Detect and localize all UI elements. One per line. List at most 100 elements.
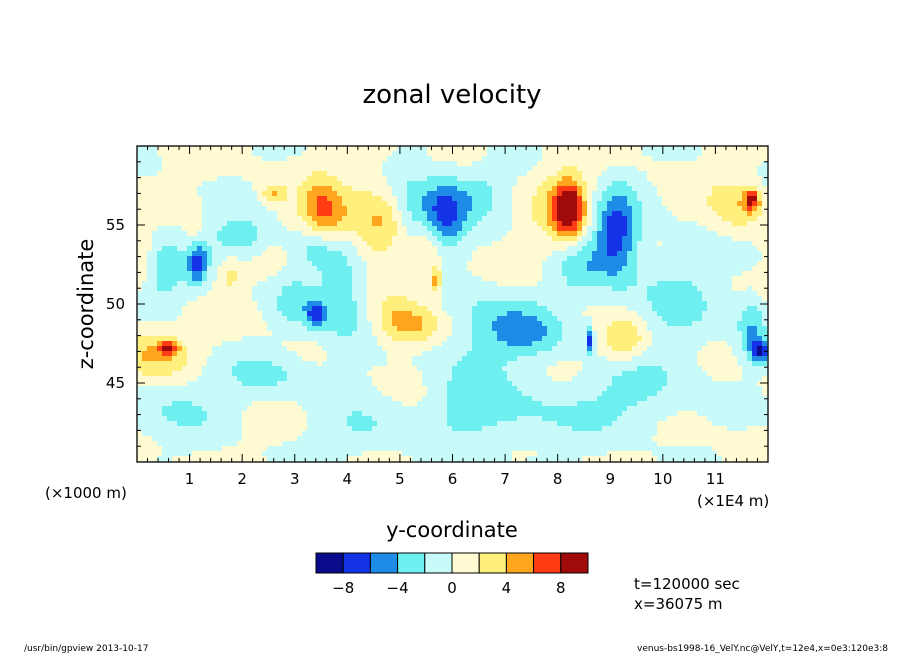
heatmap-cell (587, 241, 593, 262)
heatmap-cell (307, 286, 313, 302)
heatmap-cell (452, 161, 458, 177)
heatmap-cell (147, 436, 153, 462)
heatmap-cell (282, 346, 288, 372)
heatmap-cell (657, 246, 663, 282)
heatmap-cell (402, 406, 408, 457)
heatmap-cell (557, 361, 563, 382)
heatmap-cell (762, 186, 768, 302)
heatmap-cell (487, 246, 493, 282)
heatmap-cell (152, 386, 158, 442)
colorbar-swatch (342, 552, 371, 574)
heatmap-cell (647, 181, 653, 287)
heatmap-cell (482, 281, 488, 302)
heatmap-cell (327, 251, 333, 332)
heatmap-cell (272, 146, 278, 162)
heatmap-cell (597, 271, 603, 287)
heatmap-cell (632, 146, 638, 167)
heatmap-cell (522, 356, 528, 397)
heatmap-cell (527, 286, 533, 302)
heatmap-cell (652, 311, 658, 367)
heatmap-cell (467, 166, 473, 182)
heatmap-cell (527, 356, 533, 397)
heatmap-cell (612, 321, 618, 352)
heatmap-cell (262, 146, 268, 162)
heatmap-cell (367, 246, 373, 322)
heatmap-cell (427, 176, 433, 192)
heatmap-cell (157, 341, 163, 347)
heatmap-cell (307, 331, 313, 342)
heatmap-cell (337, 146, 343, 182)
heatmap-cell (172, 146, 178, 227)
heatmap-cell (432, 246, 438, 267)
heatmap-cell (392, 451, 398, 463)
heatmap-cell (137, 386, 143, 432)
heatmap-cell (562, 186, 568, 192)
heatmap-cell (192, 281, 198, 287)
heatmap-cell (207, 291, 213, 357)
heatmap-cell (422, 236, 428, 307)
heatmap-cell (457, 166, 463, 182)
heatmap-cell (237, 361, 243, 382)
heatmap-cell (172, 321, 178, 337)
heatmap-cell (677, 411, 683, 447)
heatmap-cell (522, 286, 528, 302)
heatmap-cell (157, 171, 163, 227)
heatmap-cell (717, 186, 723, 217)
heatmap-cell (562, 381, 568, 407)
heatmap-cell (482, 216, 488, 247)
colorbar-swatch (505, 552, 535, 574)
heatmap-cell (477, 246, 483, 277)
heatmap-cell (392, 196, 398, 222)
heatmap-cell (207, 146, 213, 182)
heatmap-cell (597, 146, 603, 177)
heatmap-cell (277, 381, 283, 402)
heatmap-cell (567, 231, 573, 237)
heatmap-cell (687, 446, 693, 463)
heatmap-cell (642, 451, 648, 463)
heatmap-cell (297, 406, 303, 437)
heatmap-cell (297, 216, 303, 232)
heatmap-cell (612, 276, 618, 292)
heatmap-cell (182, 386, 188, 402)
heatmap-cell (447, 381, 453, 427)
heatmap-cell (522, 451, 528, 462)
heatmap-cell (517, 346, 523, 357)
heatmap-cell (572, 231, 578, 237)
heatmap-cell (417, 221, 423, 237)
heatmap-cell (292, 156, 298, 232)
heatmap-cell (552, 381, 558, 407)
heatmap-cell (142, 336, 148, 352)
heatmap-cell (562, 251, 568, 262)
heatmap-cell (442, 226, 448, 237)
heatmap-cell (512, 311, 518, 347)
heatmap-cell (672, 446, 678, 463)
heatmap-cell (152, 146, 158, 177)
heatmap-cell (397, 311, 403, 332)
heatmap-cell (577, 171, 583, 187)
heatmap-cell (517, 391, 523, 417)
heatmap-cell (367, 191, 373, 247)
heatmap-cell (552, 366, 558, 382)
heatmap-cell (622, 351, 628, 362)
heatmap-cell (147, 376, 153, 387)
heatmap-cell (457, 431, 463, 463)
heatmap-cell (617, 451, 623, 463)
heatmap-cell (167, 341, 173, 347)
heatmap-cell (462, 221, 468, 237)
heatmap-cell (572, 246, 578, 257)
heatmap-cell (177, 341, 183, 347)
heatmap-cell (212, 281, 218, 347)
heatmap-cell (742, 191, 748, 212)
heatmap-cell (322, 321, 328, 332)
heatmap-cell (467, 431, 473, 463)
heatmap-cell (292, 351, 298, 402)
heatmap-cell (432, 316, 438, 332)
heatmap-cell (567, 256, 573, 287)
heatmap-cell (227, 446, 233, 463)
heatmap-cell (402, 341, 408, 407)
heatmap-cell (252, 241, 258, 257)
heatmap-cell (572, 221, 578, 232)
heatmap-cell (552, 251, 558, 317)
heatmap-cell (267, 211, 273, 247)
heatmap-cell (507, 146, 513, 232)
